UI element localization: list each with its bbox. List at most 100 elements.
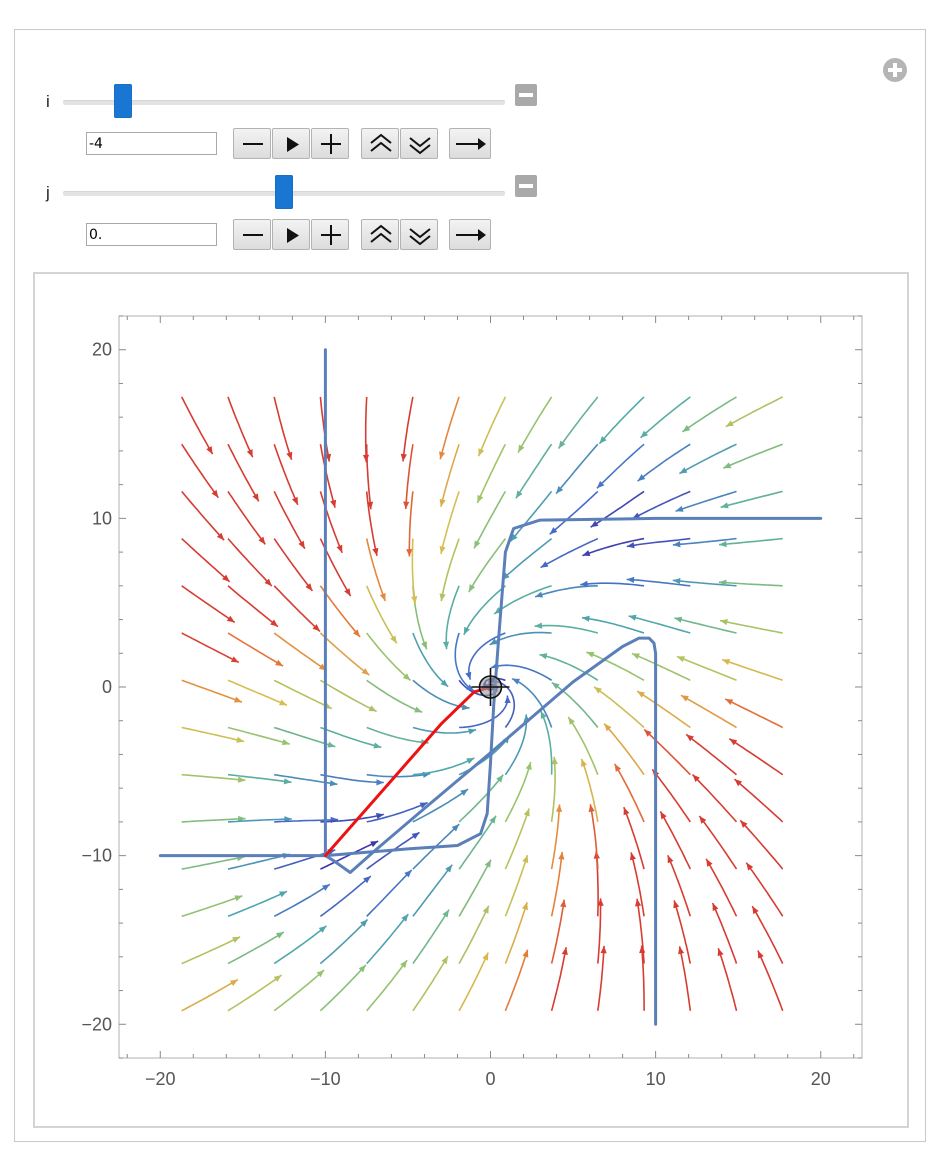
streamline-arrowhead: [246, 449, 253, 458]
streamline-arrowhead: [586, 651, 595, 658]
streamline: [181, 538, 231, 583]
direction-i-button[interactable]: [449, 128, 491, 159]
streamline-arrowhead: [474, 540, 481, 549]
play-icon: [287, 137, 299, 152]
streamline: [412, 726, 477, 734]
streamline: [626, 537, 691, 548]
streamline: [540, 537, 599, 569]
streamline: [590, 490, 645, 528]
minus-icon: [243, 234, 263, 236]
control-i-value-field[interactable]: -4: [86, 132, 217, 155]
streamline: [366, 869, 413, 917]
collapse-icon[interactable]: [515, 175, 537, 197]
add-circle-icon[interactable]: [882, 57, 908, 83]
streamline: [597, 945, 605, 1011]
streamline: [636, 690, 691, 729]
streamline: [637, 443, 691, 482]
streamline-arrowhead: [676, 656, 685, 663]
streamline-arrowhead: [421, 641, 427, 650]
streamline: [550, 947, 567, 1012]
streamline-arrowhead: [757, 950, 764, 959]
streamline: [580, 758, 599, 823]
control-i-label: i: [46, 92, 50, 111]
streamline: [181, 936, 241, 965]
streamline: [672, 537, 737, 546]
streamline: [719, 619, 783, 634]
streamline-arrowhead: [644, 729, 652, 737]
streamline-arrowhead: [451, 824, 460, 832]
slider-i-track[interactable]: [63, 100, 505, 105]
streamline-arrowhead: [400, 453, 407, 462]
streamline: [540, 710, 553, 775]
slower-j-button[interactable]: [400, 219, 438, 250]
streamline: [739, 819, 784, 870]
streamline-arrowhead: [518, 444, 525, 453]
streamline-arrowhead: [478, 448, 485, 457]
streamline: [366, 959, 408, 1012]
streamline-arrowhead: [522, 949, 529, 958]
streamline-arrowhead: [504, 695, 511, 704]
streamline: [405, 444, 414, 510]
streamline-arrowhead: [440, 679, 449, 687]
streamline-arrowhead: [568, 716, 575, 725]
x-tick-label: −20: [145, 1069, 176, 1089]
streamline-arrowhead: [439, 451, 446, 460]
streamline: [728, 738, 784, 776]
control-j-value-field[interactable]: 0.: [86, 223, 217, 246]
slower-i-button[interactable]: [400, 128, 438, 159]
streamline: [705, 858, 738, 917]
collapse-icon[interactable]: [515, 84, 537, 106]
slider-j-thumb[interactable]: [275, 175, 293, 209]
streamline-arrowhead: [580, 580, 588, 587]
streamline: [682, 396, 737, 433]
streamline-arrowhead: [264, 578, 272, 587]
streamline-arrowhead: [234, 895, 243, 902]
streamline: [227, 773, 292, 784]
direction-j-button[interactable]: [449, 219, 491, 250]
streamline-arrowhead: [682, 425, 691, 432]
streamline-arrowhead: [316, 970, 325, 978]
streamline: [320, 726, 382, 749]
decrement-i-button[interactable]: [233, 128, 271, 159]
streamline: [717, 947, 738, 1011]
play-i-button[interactable]: [272, 128, 310, 159]
streamline: [628, 615, 691, 634]
streamline-arrowhead: [439, 546, 446, 554]
streamline-arrowhead: [252, 493, 259, 502]
streamline: [477, 396, 507, 457]
decrement-j-button[interactable]: [233, 219, 271, 250]
faster-i-button[interactable]: [361, 128, 399, 159]
streamline-arrowhead: [466, 757, 475, 765]
streamline: [458, 815, 497, 870]
streamline: [273, 585, 321, 632]
increment-i-button[interactable]: [311, 128, 349, 159]
streamline-arrowhead: [706, 858, 713, 867]
streamline: [181, 585, 236, 624]
streamline: [551, 681, 599, 728]
minus-icon: [243, 143, 263, 145]
faster-j-button[interactable]: [361, 219, 399, 250]
streamline-arrowhead: [366, 501, 374, 510]
streamline: [598, 396, 645, 445]
streamline-arrowhead: [551, 682, 560, 690]
streamline: [580, 582, 645, 587]
direction-arrow-icon: [456, 229, 486, 241]
play-j-button[interactable]: [272, 219, 310, 250]
slider-i-thumb[interactable]: [113, 84, 132, 118]
solution-curve: [323, 636, 658, 1026]
streamline: [273, 679, 333, 710]
streamline-arrowhead: [631, 653, 640, 660]
streamline: [227, 585, 279, 628]
streamline: [320, 813, 384, 823]
streamline-arrowhead: [327, 741, 336, 748]
x-tick-label: 10: [646, 1069, 666, 1089]
streamline-arrowhead: [237, 776, 246, 783]
increment-j-button[interactable]: [311, 219, 349, 250]
streamline: [582, 537, 645, 557]
streamline-arrowhead: [321, 884, 330, 891]
streamline-arrowhead: [672, 541, 681, 548]
streamline-arrowhead: [496, 774, 504, 783]
streamline-arrowhead: [604, 723, 612, 732]
streamline-arrowhead: [626, 576, 635, 583]
